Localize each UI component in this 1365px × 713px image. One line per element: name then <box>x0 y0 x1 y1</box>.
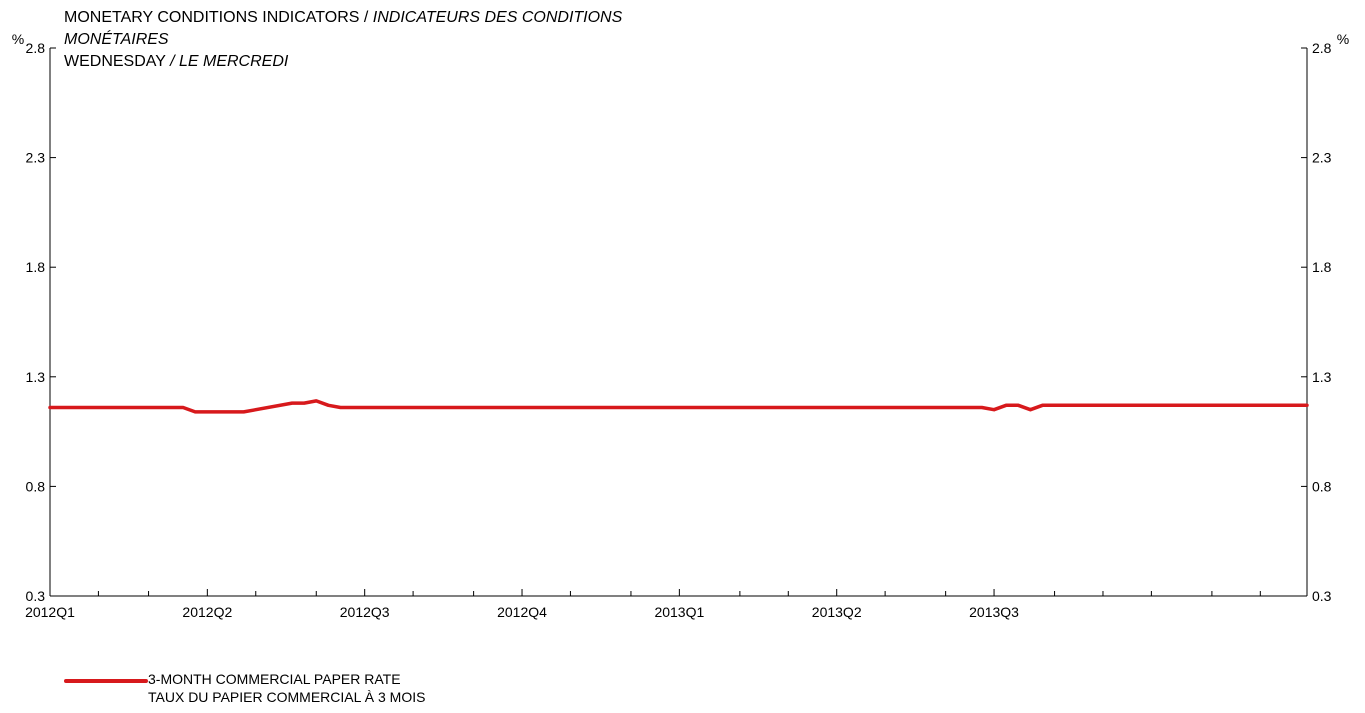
series-line-cp-rate <box>48 399 1309 414</box>
title-french: INDICATEURS DES CONDITIONS <box>372 9 623 26</box>
y-tick-label-right: 2.8 <box>1312 40 1332 56</box>
legend-label-english: 3-MONTH COMMERCIAL PAPER RATE <box>148 671 401 687</box>
y-axis-unit-left: % <box>12 31 24 47</box>
x-tick-label: 2012Q2 <box>182 604 232 620</box>
legend-label: 3-MONTH COMMERCIAL PAPER RATE TAUX DU PA… <box>148 670 425 706</box>
x-tick-label: 2013Q1 <box>654 604 704 620</box>
y-tick-label-right: 0.3 <box>1312 588 1332 604</box>
title-english: MONETARY CONDITIONS INDICATORS / <box>64 9 373 26</box>
y-tick-label-right: 1.3 <box>1312 369 1332 385</box>
legend-swatch <box>64 679 148 683</box>
x-tick-label: 2012Q3 <box>340 604 390 620</box>
chart-axes: 0.3 0.3 0.8 0.8 1.3 1.3 1.8 1.8 2.3 2.3 2.8 2.8% % 20… <box>12 31 1349 620</box>
x-tick-label: 2012Q1 <box>25 604 75 620</box>
title-line-1: MONETARY CONDITIONS INDICATORS / INDICAT… <box>64 7 622 29</box>
y-tick-label-left: 2.8 <box>26 40 46 56</box>
y-tick-label-left: 2.3 <box>26 150 46 166</box>
x-tick-label: 2013Q3 <box>969 604 1019 620</box>
y-tick-label-left: 0.3 <box>26 588 46 604</box>
subtitle-english: WEDNESDAY <box>64 53 171 70</box>
subtitle-line: WEDNESDAY / LE MERCREDI <box>64 51 622 73</box>
y-tick-label-left: 1.8 <box>26 259 46 275</box>
y-tick-label-right: 0.8 <box>1312 478 1332 494</box>
y-tick-label-left: 0.8 <box>26 478 46 494</box>
subtitle-french: / LE MERCREDI <box>170 53 289 70</box>
chart-title: MONETARY CONDITIONS INDICATORS / INDICAT… <box>64 7 622 73</box>
title-french-continued: MONÉTAIRES <box>64 31 169 48</box>
x-tick-label: 2012Q4 <box>497 604 547 620</box>
series-layer <box>48 399 1309 414</box>
legend-label-french: TAUX DU PAPIER COMMERCIAL À 3 MOIS <box>148 689 426 705</box>
y-tick-label-left: 1.3 <box>26 369 46 385</box>
y-tick-label-right: 2.3 <box>1312 150 1332 166</box>
y-axis-unit-right: % <box>1337 31 1349 47</box>
y-tick-label-right: 1.8 <box>1312 259 1332 275</box>
x-tick-label: 2013Q2 <box>812 604 862 620</box>
